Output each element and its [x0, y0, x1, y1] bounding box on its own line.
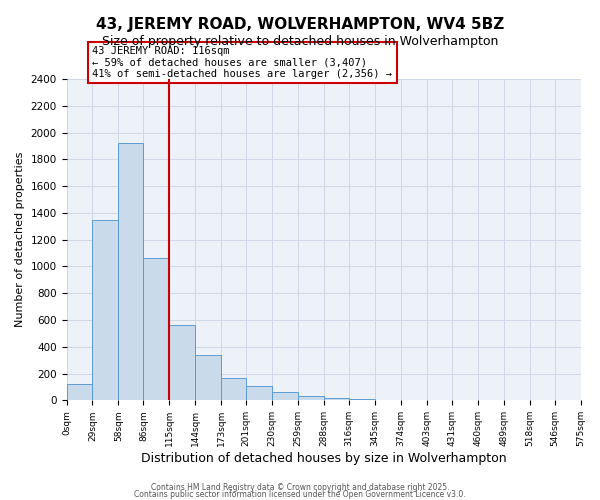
Text: 43, JEREMY ROAD, WOLVERHAMPTON, WV4 5BZ: 43, JEREMY ROAD, WOLVERHAMPTON, WV4 5BZ	[96, 18, 504, 32]
Bar	[221, 378, 246, 400]
Bar	[143, 258, 169, 400]
Bar	[67, 384, 92, 400]
Text: Contains HM Land Registry data © Crown copyright and database right 2025.: Contains HM Land Registry data © Crown c…	[151, 484, 449, 492]
Bar	[92, 220, 118, 400]
Bar	[298, 396, 324, 400]
Bar	[272, 392, 298, 400]
X-axis label: Distribution of detached houses by size in Wolverhampton: Distribution of detached houses by size …	[141, 452, 506, 465]
Bar	[246, 386, 272, 400]
Text: Contains public sector information licensed under the Open Government Licence v3: Contains public sector information licen…	[134, 490, 466, 499]
Bar	[169, 324, 195, 400]
Bar	[349, 399, 375, 400]
Bar	[118, 144, 143, 400]
Bar	[324, 398, 349, 400]
Bar	[195, 356, 221, 401]
Text: 43 JEREMY ROAD: 116sqm
← 59% of detached houses are smaller (3,407)
41% of semi-: 43 JEREMY ROAD: 116sqm ← 59% of detached…	[92, 46, 392, 79]
Y-axis label: Number of detached properties: Number of detached properties	[15, 152, 25, 328]
Text: Size of property relative to detached houses in Wolverhampton: Size of property relative to detached ho…	[102, 35, 498, 48]
